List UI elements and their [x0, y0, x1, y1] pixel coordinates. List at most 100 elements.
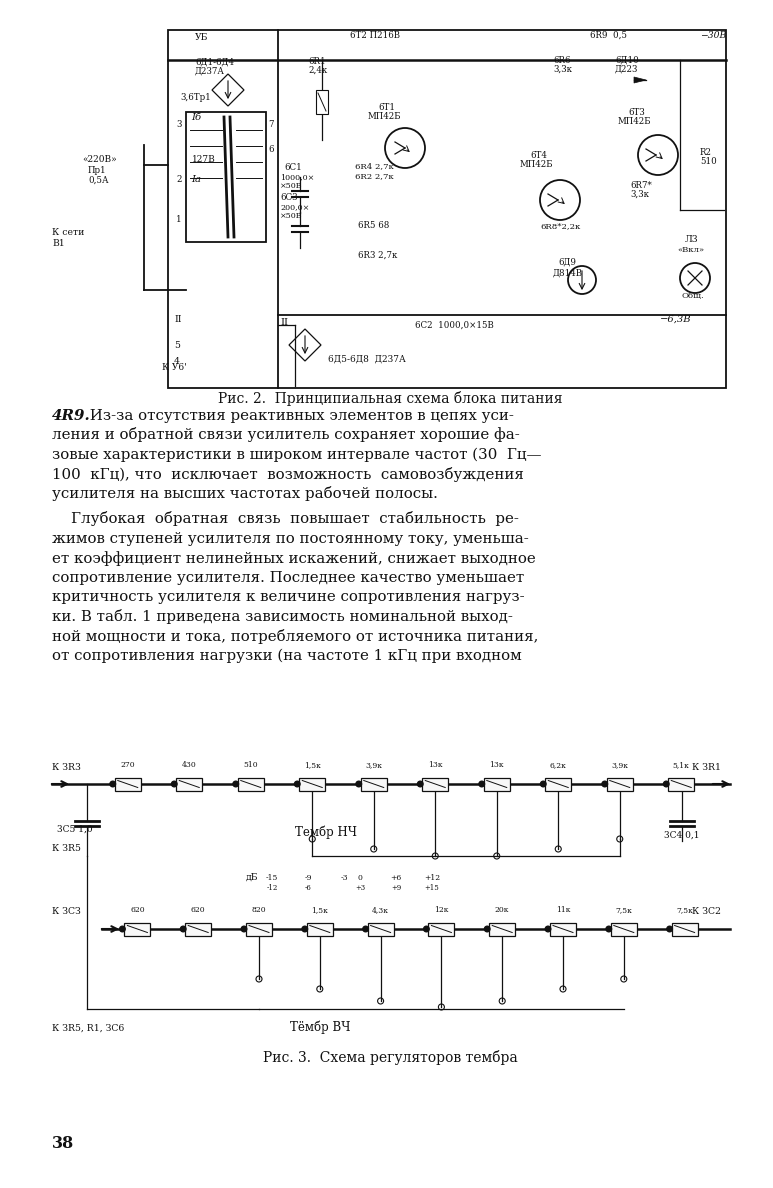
Text: ×50В: ×50В: [280, 211, 302, 220]
Text: 3С4 0,1: 3С4 0,1: [664, 830, 700, 840]
Text: К ЗСЗ: К ЗСЗ: [52, 906, 80, 916]
Circle shape: [120, 927, 125, 931]
Text: -12: -12: [267, 884, 278, 892]
Text: К ЗR3: К ЗR3: [52, 763, 81, 772]
Text: «220В»: «220В»: [82, 154, 117, 164]
Text: К ЗR1: К ЗR1: [692, 763, 721, 772]
Circle shape: [667, 927, 673, 931]
Text: 3,9к: 3,9к: [611, 762, 628, 769]
Circle shape: [295, 782, 300, 786]
Text: 620: 620: [130, 906, 145, 914]
Text: 5,1к: 5,1к: [673, 762, 690, 769]
Bar: [186, 112, 266, 242]
Text: -6: -6: [305, 884, 312, 892]
Text: Д814В: Д814В: [553, 268, 583, 278]
Text: МП42Б: МП42Б: [618, 116, 652, 126]
Text: 7: 7: [268, 120, 274, 129]
Text: +3: +3: [355, 884, 365, 892]
Bar: [124, 923, 151, 935]
Text: 1: 1: [176, 215, 182, 225]
Text: 6Т4: 6Т4: [530, 151, 547, 160]
Text: 3С5 1,0: 3С5 1,0: [57, 824, 93, 834]
Text: от сопротивления нагрузки (на частоте 1 кГц при входном: от сопротивления нагрузки (на частоте 1 …: [52, 649, 522, 663]
Text: 6: 6: [268, 145, 274, 154]
Text: +6: +6: [390, 874, 402, 881]
Text: Рис. 3.  Схема регуляторов тембра: Рис. 3. Схема регуляторов тембра: [263, 1050, 517, 1064]
Text: К У6': К У6': [162, 364, 186, 372]
Text: 1,5к: 1,5к: [312, 906, 329, 914]
Text: 127В: 127В: [192, 154, 216, 164]
Text: сопротивление усилителя. Последнее качество уменьшает: сопротивление усилителя. Последнее качес…: [52, 571, 524, 584]
Text: 6,2к: 6,2к: [550, 762, 567, 769]
Circle shape: [485, 927, 490, 931]
Text: 4: 4: [174, 358, 180, 366]
Bar: [668, 777, 694, 790]
Text: Тёмбр ВЧ: Тёмбр ВЧ: [290, 1020, 350, 1034]
Text: 3,9к: 3,9к: [366, 762, 383, 769]
Text: 6R6: 6R6: [553, 56, 570, 65]
Text: −6,3В: −6,3В: [660, 315, 692, 324]
Text: критичность усилителя к величине сопротивления нагруз-: критичность усилителя к величине сопроти…: [52, 590, 525, 605]
Text: 3,3к: 3,3к: [630, 190, 649, 200]
Text: ления и обратной связи усилитель сохраняет хорошие фа-: ления и обратной связи усилитель сохраня…: [52, 428, 519, 442]
Text: 6R9  0,5: 6R9 0,5: [590, 31, 627, 40]
Text: −30В: −30В: [700, 31, 727, 40]
Text: +12: +12: [424, 874, 440, 881]
Text: ной мощности и тока, потребляемого от источника питания,: ной мощности и тока, потребляемого от ис…: [52, 628, 538, 644]
Text: ет коэффициент нелинейных искажений, снижает выходное: ет коэффициент нелинейных искажений, сни…: [52, 550, 536, 565]
Text: жимов ступеней усилителя по постоянному току, уменьша-: жимов ступеней усилителя по постоянному …: [52, 532, 529, 546]
Text: 820: 820: [252, 906, 267, 914]
Text: 2,4к: 2,4к: [308, 67, 327, 75]
Text: дБ: дБ: [246, 873, 258, 881]
Text: Л3: Л3: [685, 235, 699, 244]
Circle shape: [110, 782, 115, 786]
Text: 13к: 13к: [489, 762, 504, 769]
Text: II: II: [174, 315, 182, 324]
Text: 6R8*2,2к: 6R8*2,2к: [540, 222, 581, 230]
Text: К ЗR5: К ЗR5: [52, 843, 81, 853]
Text: 6R4 2,7к: 6R4 2,7к: [355, 162, 394, 170]
Text: 6Д10: 6Д10: [615, 56, 638, 65]
Polygon shape: [634, 77, 646, 83]
Text: 6Д9: 6Д9: [558, 258, 576, 267]
Text: «Вкл»: «Вкл»: [677, 246, 704, 254]
Text: 12к: 12к: [434, 906, 448, 914]
Text: 11к: 11к: [556, 906, 570, 914]
Text: 7,5к: 7,5к: [615, 906, 632, 914]
Text: 100  кГц), что  исключает  возможность  самовозбуждения: 100 кГц), что исключает возможность само…: [52, 467, 524, 481]
Text: -15: -15: [266, 874, 278, 881]
Text: 20к: 20к: [495, 906, 509, 914]
Circle shape: [602, 782, 608, 786]
Text: 3,6Тр1: 3,6Тр1: [180, 93, 211, 102]
Text: УБ: УБ: [195, 33, 209, 42]
Circle shape: [417, 782, 423, 786]
Circle shape: [356, 782, 362, 786]
Text: усилителя на высших частотах рабочей полосы.: усилителя на высших частотах рабочей пол…: [52, 486, 438, 501]
Bar: [316, 90, 328, 114]
Bar: [114, 777, 141, 790]
Text: 6Д5-6Д8  Д237А: 6Д5-6Д8 Д237А: [328, 355, 406, 364]
Text: Iб: Iб: [191, 113, 201, 122]
Bar: [168, 30, 726, 388]
Text: Общ.: Общ.: [682, 292, 705, 301]
Text: зовые характеристики в широком интервале частот (30  Гц—: зовые характеристики в широком интервале…: [52, 448, 542, 462]
Text: 6С2  1000,0×15В: 6С2 1000,0×15В: [415, 321, 494, 330]
Text: 6Т2 П216В: 6Т2 П216В: [350, 31, 400, 40]
Text: 0: 0: [358, 874, 363, 881]
Bar: [422, 777, 448, 790]
Bar: [246, 923, 272, 935]
Text: Д237А: Д237А: [195, 67, 225, 76]
Circle shape: [545, 927, 551, 931]
Text: 620: 620: [191, 906, 206, 914]
Text: 1,5к: 1,5к: [304, 762, 321, 769]
Bar: [489, 923, 515, 935]
Text: Пр1: Пр1: [88, 166, 107, 175]
Text: 510: 510: [243, 762, 258, 769]
Text: К ЗС2: К ЗС2: [692, 906, 721, 916]
Text: 1000,0×: 1000,0×: [280, 173, 315, 181]
Text: 38: 38: [52, 1135, 74, 1152]
Text: МП42Б: МП42Б: [368, 112, 401, 121]
Bar: [607, 777, 633, 790]
Bar: [299, 777, 325, 790]
Text: 6R3 2,7к: 6R3 2,7к: [358, 251, 397, 260]
